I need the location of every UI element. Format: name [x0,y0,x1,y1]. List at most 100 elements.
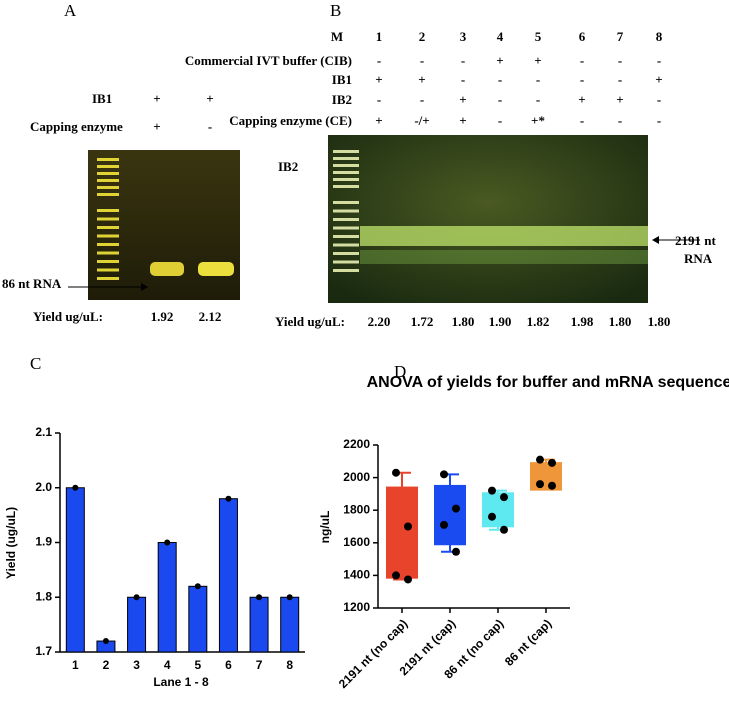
sign: + [375,113,382,128]
ladder-band [333,209,359,213]
lane-label: 8 [656,29,663,44]
yield: 2.12 [199,309,222,324]
ladder-band [97,165,119,168]
lane-label: 6 [579,29,586,44]
row-label: IB1 [332,72,352,87]
sign: - [498,92,502,107]
sign: - [377,92,381,107]
bar [218,498,238,653]
ladder-band [97,226,119,229]
data-point [404,522,412,531]
data-point [225,495,232,502]
ladder-band [97,243,119,246]
row-label: Capping enzyme (CE) [229,113,352,128]
band-label: 2191 nt [675,233,716,248]
gel-label: IB2 [278,159,298,174]
sign: - [657,113,661,128]
sign: - [498,72,502,87]
yield: 1.98 [571,314,594,329]
ladder-band [333,171,359,174]
y-axis-label: Yield (ug/uL) [4,507,18,579]
lane-label: 7 [617,29,624,44]
lane-label: 3 [460,29,467,44]
x-tick-label: 2191 nt (no cap) [336,616,411,691]
sign: - [657,53,661,68]
yield: 1.82 [527,314,550,329]
sign: + [206,91,213,106]
gel-band [198,262,234,276]
bar [249,596,269,653]
bar [188,585,208,653]
yield: 1.72 [411,314,434,329]
data-point [548,481,556,490]
ladder-band [333,218,359,221]
data-point [536,480,544,489]
ladder-band [333,243,359,247]
ladder-band [97,260,119,263]
data-point [536,455,544,464]
ladder-band [97,209,119,212]
sign: - [420,92,424,107]
ladder-band [97,186,119,189]
sign: + [578,92,585,107]
ladder-band [97,158,119,161]
data-point [440,470,448,479]
data-point [72,484,79,491]
sign: + [496,53,503,68]
x-axis-label: Lane 1 - 8 [153,675,209,689]
x-tick-label: 1 [72,658,79,672]
y-tick-label: 1400 [343,568,370,582]
y-tick-label: 2200 [343,437,370,451]
y-tick-label: 1.9 [35,535,52,549]
data-point [488,486,496,495]
ladder-band [333,235,359,238]
box [434,484,466,546]
x-tick-label: 86 nt (cap) [502,616,554,668]
data-point [286,594,293,601]
x-tick-label: 7 [256,658,263,672]
data-point [488,512,496,521]
sign: + [153,91,160,106]
panel-label: D [394,362,406,381]
sign: - [208,119,212,134]
data-point [452,547,460,556]
ladder-band [333,269,359,272]
y-tick-label: 2000 [343,470,370,484]
sign: - [618,113,622,128]
sign: + [153,119,160,134]
data-point [392,468,400,477]
gel-band [360,250,648,264]
gel-b [328,135,648,303]
band-label: 86 nt RNA [2,276,62,291]
data-point [256,594,263,601]
ladder-band [333,260,359,264]
sign: - [536,92,540,107]
data-point [392,571,400,580]
data-point [133,594,140,601]
arrow-head [652,236,659,244]
row-label: Commercial IVT buffer (CIB) [185,53,352,68]
box [482,492,514,528]
sign: + [418,72,425,87]
data-point [404,575,412,584]
sign: + [534,53,541,68]
ladder-band [97,268,119,272]
ladder-band [97,193,119,196]
box [530,462,562,491]
data-point [440,520,448,529]
lane-label: 4 [497,29,504,44]
ladder-band [97,179,119,182]
y-tick-label: 1200 [343,600,370,614]
arrow-head [141,283,148,291]
box [386,486,418,579]
data-point [102,638,109,645]
lane-label: 2 [419,29,426,44]
sign: - [580,72,584,87]
y-tick-label: 1.8 [35,589,52,603]
sign: + [616,92,623,107]
x-tick-label: 4 [164,658,171,672]
x-tick-label: 5 [194,658,201,672]
gel-band [360,226,648,246]
sign: + [459,92,466,107]
yield: 1.80 [609,314,632,329]
